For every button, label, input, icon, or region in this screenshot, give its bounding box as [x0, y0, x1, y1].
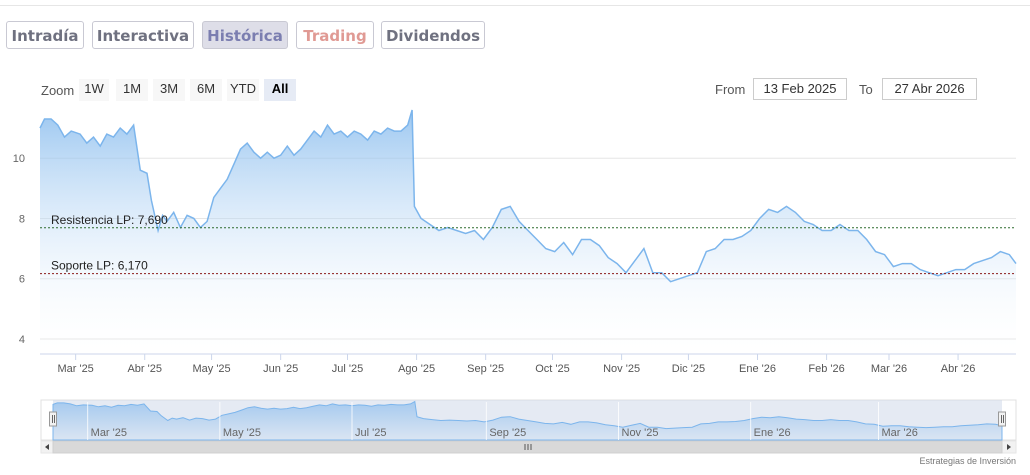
- zoom-all-button[interactable]: All: [264, 79, 296, 101]
- x-tick-label: Dic '25: [672, 363, 705, 375]
- tab-intradia[interactable]: Intradía: [6, 21, 84, 49]
- support-label: Soporte LP: 6,170: [51, 259, 148, 273]
- scroll-right-arrow-icon[interactable]: [1007, 444, 1011, 450]
- y-tick-label: 8: [19, 213, 25, 225]
- x-tick-label: Mar '25: [57, 363, 93, 375]
- zoom-ytd-button[interactable]: YTD: [227, 79, 259, 101]
- price-area-fill: [40, 110, 1016, 354]
- credit-text: Estrategias de Inversión: [919, 456, 1016, 466]
- x-tick-label: Sep '25: [467, 363, 504, 375]
- tab-dividendos[interactable]: Dividendos: [381, 21, 485, 49]
- navigator-tick-label: May '25: [223, 427, 261, 439]
- x-tick-label: Jun '25: [263, 363, 298, 375]
- x-tick-label: Feb '26: [808, 363, 844, 375]
- navigator-tick-label: Jul '25: [355, 427, 386, 439]
- y-tick-label: 10: [13, 153, 25, 165]
- navigator-tick-label: Ene '26: [754, 427, 791, 439]
- top-divider: [0, 5, 1030, 6]
- navigator-tick-label: Sep '25: [489, 427, 526, 439]
- navigator-tick-label: Nov '25: [622, 427, 659, 439]
- zoom-1m-button[interactable]: 1M: [116, 79, 148, 101]
- tab-interactiva[interactable]: Interactiva: [92, 21, 194, 49]
- x-tick-label: May '25: [192, 363, 230, 375]
- y-tick-label: 4: [19, 334, 25, 346]
- zoom-label: Zoom: [41, 83, 75, 98]
- tab-historica[interactable]: Histórica: [202, 21, 288, 49]
- range-from-label: From: [715, 82, 746, 97]
- scroll-left-arrow-icon[interactable]: [45, 444, 49, 450]
- zoom-6m-button[interactable]: 6M: [190, 79, 222, 101]
- range-to-label: To: [859, 82, 873, 97]
- price-series-line: [39, 109, 1017, 283]
- x-tick-label: Mar '26: [871, 363, 907, 375]
- y-tick-label: 6: [19, 274, 25, 286]
- x-tick-label: Abr '26: [941, 363, 976, 375]
- range-from-input[interactable]: 13 Feb 2025: [753, 78, 847, 100]
- x-tick-label: Ene '26: [739, 363, 776, 375]
- tab-trading[interactable]: Trading: [296, 21, 374, 49]
- navigator-tick-label: Mar '25: [91, 427, 127, 439]
- navigator-tick-label: Mar '26: [882, 427, 918, 439]
- x-tick-label: Oct '25: [535, 363, 570, 375]
- x-tick-label: Abr '25: [127, 363, 162, 375]
- range-to-input[interactable]: 27 Abr 2026: [882, 78, 977, 100]
- x-tick-label: Jul '25: [332, 363, 363, 375]
- navigator-series: [52, 400, 1003, 441]
- zoom-1w-button[interactable]: 1W: [79, 79, 109, 101]
- resistance-label: Resistencia LP: 7,690: [51, 213, 168, 227]
- x-tick-label: Ago '25: [398, 363, 435, 375]
- zoom-3m-button[interactable]: 3M: [153, 79, 185, 101]
- x-tick-label: Nov '25: [603, 363, 640, 375]
